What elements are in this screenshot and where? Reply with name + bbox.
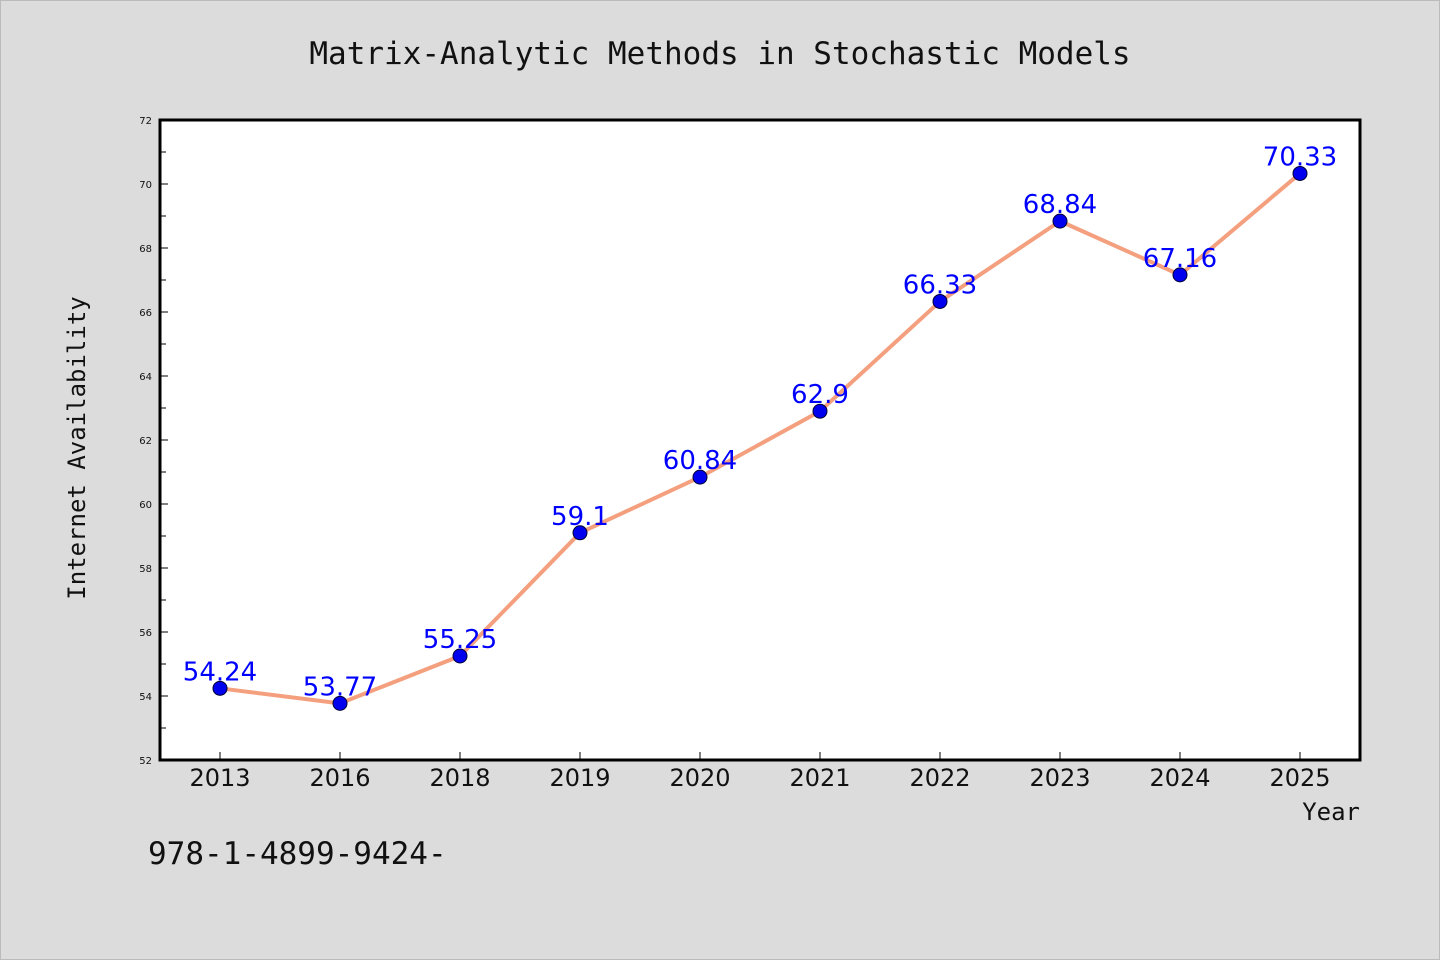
data-point bbox=[1172, 267, 1188, 283]
x-tick-label: 2024 bbox=[1149, 764, 1210, 792]
y-tick-label: 52 bbox=[139, 756, 152, 767]
data-point bbox=[1292, 165, 1308, 181]
data-point bbox=[812, 403, 828, 419]
data-label: 66.33 bbox=[903, 270, 977, 300]
x-tick-label: 2025 bbox=[1269, 764, 1330, 792]
plot-frame bbox=[158, 118, 1362, 762]
x-tick-label: 2018 bbox=[429, 764, 490, 792]
y-tick-label: 72 bbox=[139, 116, 152, 127]
x-tick-label: 2020 bbox=[669, 764, 730, 792]
data-point bbox=[212, 680, 228, 696]
y-tick-label: 64 bbox=[139, 372, 152, 383]
y-axis-label: Internet Availability bbox=[63, 296, 91, 599]
data-label: 53.77 bbox=[303, 672, 377, 702]
data-label: 54.24 bbox=[183, 657, 257, 687]
data-label: 67.16 bbox=[1143, 244, 1217, 274]
data-point bbox=[692, 469, 708, 485]
data-label: 68.84 bbox=[1023, 190, 1097, 220]
data-point bbox=[452, 648, 468, 664]
x-tick-label: 2023 bbox=[1029, 764, 1090, 792]
y-tick-label: 62 bbox=[139, 436, 152, 447]
x-tick-label: 2021 bbox=[789, 764, 850, 792]
y-axis: 52 54 56 58 60 62 64 66 68 70 72 bbox=[139, 116, 168, 767]
data-point bbox=[572, 525, 588, 541]
y-tick-label: 66 bbox=[139, 308, 152, 319]
y-tick-label: 60 bbox=[139, 500, 152, 511]
data-label: 59.1 bbox=[551, 502, 609, 532]
series-line bbox=[218, 171, 1302, 706]
y-tick-label: 54 bbox=[139, 692, 152, 703]
x-tick-label: 2013 bbox=[189, 764, 250, 792]
data-point bbox=[932, 293, 948, 309]
data-label: 70.33 bbox=[1263, 142, 1337, 172]
x-axis-label: Year bbox=[1302, 798, 1360, 826]
y-tick-label: 58 bbox=[139, 564, 152, 575]
y-tick-label: 56 bbox=[139, 628, 152, 639]
x-tick-label: 2022 bbox=[909, 764, 970, 792]
x-tick-label: 2019 bbox=[549, 764, 610, 792]
data-label: 62.9 bbox=[791, 380, 849, 410]
data-label: 60.84 bbox=[663, 446, 737, 476]
data-point bbox=[332, 695, 348, 711]
y-tick-label: 70 bbox=[139, 180, 152, 191]
series: 54.24 53.77 55.25 59.1 60.84 62.9 66.33 68.84 67… bbox=[183, 142, 1337, 711]
chart-title: Matrix-Analytic Methods in Stochastic Mo… bbox=[309, 36, 1130, 72]
x-axis: 2013 2016 2018 2019 2020 2021 2022 2023 2024 2025 bbox=[189, 752, 1331, 792]
data-point bbox=[1052, 213, 1068, 229]
y-tick-label: 68 bbox=[139, 244, 152, 255]
plot-area bbox=[160, 120, 1360, 760]
x-tick-label: 2016 bbox=[309, 764, 370, 792]
footnote-text: 978-1-4899-9424- bbox=[148, 836, 447, 872]
data-label: 55.25 bbox=[423, 625, 497, 655]
